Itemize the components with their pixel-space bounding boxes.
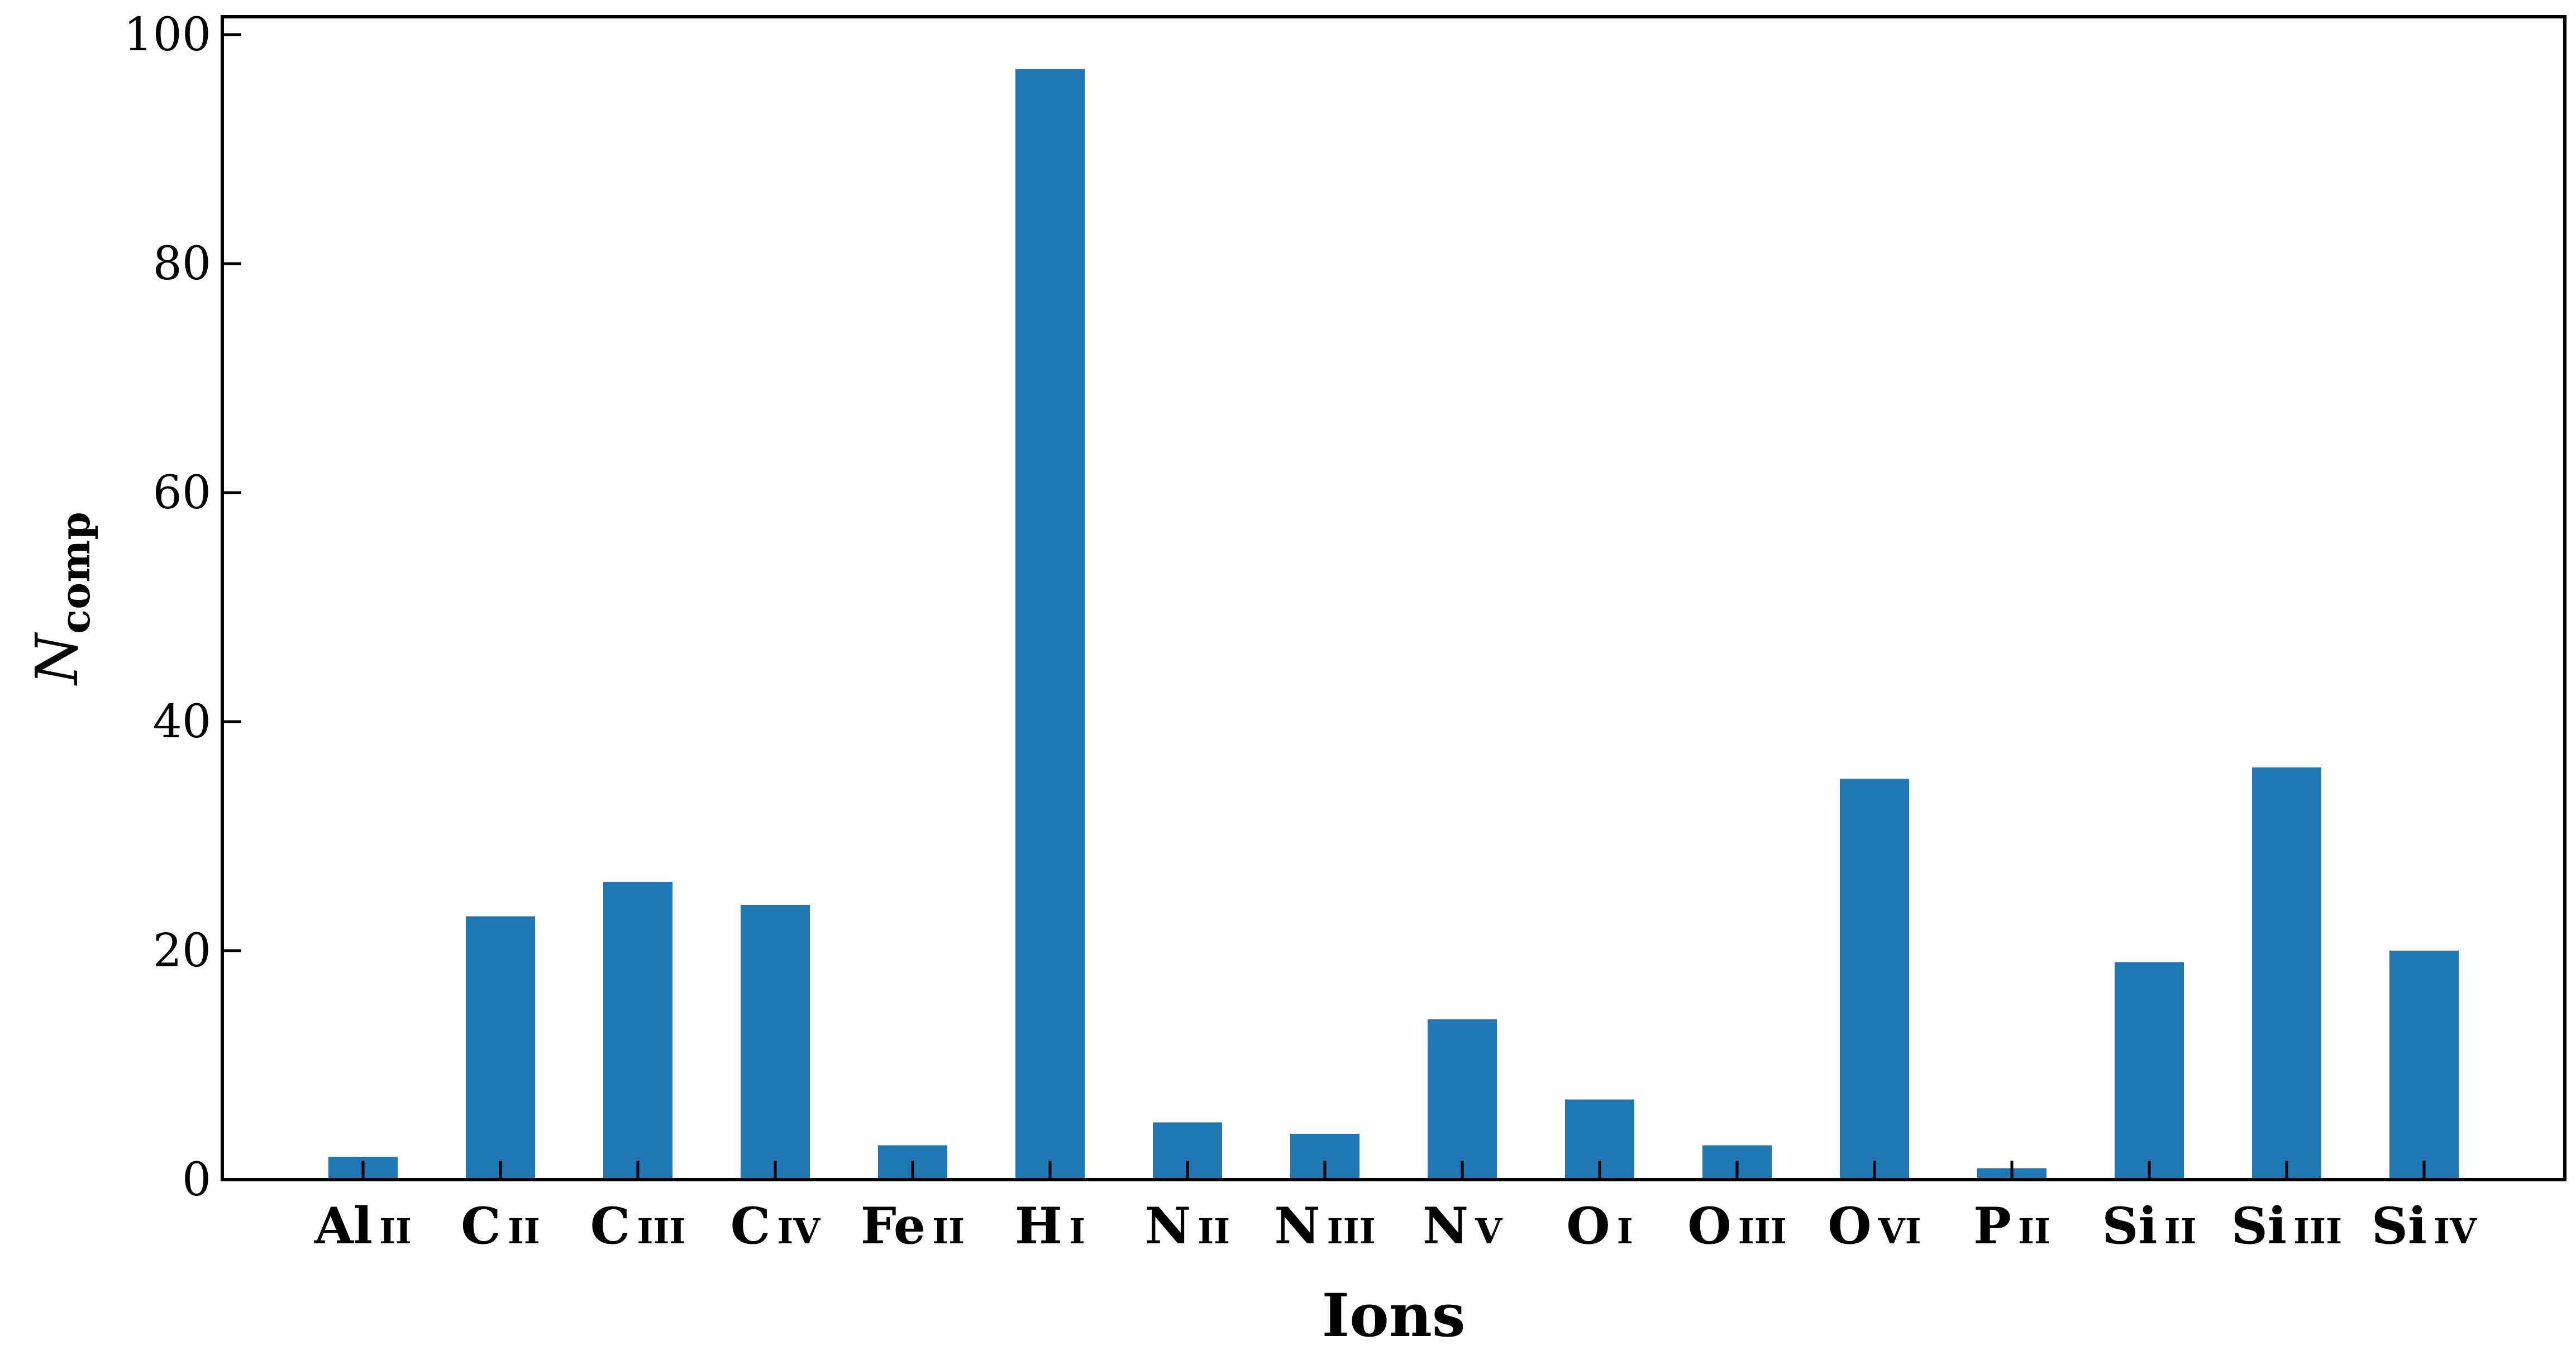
x-axis-ticks: Al II C II C III C IV Fe II H I N II N III N V O I O III O VI P I… [314, 1161, 2477, 1256]
ion-element: Al [314, 1196, 373, 1256]
ion-element: O [1566, 1196, 1610, 1256]
x-axis-label: Ions [1322, 1280, 1465, 1350]
ion-element: Si [2372, 1196, 2427, 1256]
bar-11 [1840, 779, 1909, 1180]
bar-8 [1428, 1019, 1497, 1180]
ion-element: N [1274, 1196, 1320, 1256]
y-axis-label-subscript: comp [51, 512, 99, 633]
x-tick-label: C IV [731, 1196, 821, 1256]
x-tick-label: C II [461, 1196, 540, 1256]
ion-element: C [461, 1196, 501, 1256]
bar-13 [2115, 962, 2184, 1180]
x-tick-label: N III [1274, 1196, 1375, 1256]
ion-state: I [1617, 1211, 1633, 1252]
y-axis-label-symbol: N [23, 632, 91, 686]
x-tick-label: Si III [2231, 1196, 2342, 1256]
ion-state: II [1198, 1211, 1230, 1252]
ion-state: II [2164, 1211, 2197, 1252]
x-tick-label: Fe II [861, 1196, 965, 1256]
x-tick-label: Al II [314, 1196, 412, 1256]
ion-element: H [1015, 1196, 1062, 1256]
ion-state: III [1327, 1211, 1376, 1252]
ion-element: C [590, 1196, 631, 1256]
bar-5 [1015, 69, 1085, 1180]
bar-1 [466, 916, 535, 1180]
bar-2 [603, 882, 672, 1180]
y-tick-label: 20 [153, 924, 211, 977]
ion-state: IV [2434, 1211, 2477, 1252]
bars-group [328, 69, 2459, 1180]
ion-state: II [2018, 1211, 2050, 1252]
y-tick-label: 40 [153, 695, 211, 748]
y-tick-label: 100 [123, 8, 211, 61]
ion-state: V [1475, 1211, 1502, 1252]
ion-element: P [1973, 1196, 2011, 1256]
bar-3 [741, 905, 810, 1180]
ion-state: II [932, 1211, 965, 1252]
ion-element: N [1145, 1196, 1191, 1256]
ion-element: Si [2102, 1196, 2157, 1256]
ion-state: II [379, 1211, 412, 1252]
plot-frame [221, 15, 2567, 1181]
ion-element: Si [2231, 1196, 2287, 1256]
ion-state: III [2293, 1211, 2342, 1252]
bar-15 [2389, 951, 2459, 1180]
x-tick-label: O VI [1828, 1196, 1921, 1256]
x-tick-label: C III [590, 1196, 686, 1256]
ion-state: I [1069, 1211, 1085, 1252]
y-tick-label: 80 [153, 237, 211, 290]
y-axis-label: Ncomp [23, 512, 99, 686]
ion-state: IV [777, 1211, 820, 1252]
x-tick-label: Si IV [2372, 1196, 2477, 1256]
ion-element: N [1423, 1196, 1468, 1256]
y-tick-label: 60 [153, 466, 211, 519]
ion-state: II [508, 1211, 540, 1252]
x-tick-label: O III [1687, 1196, 1786, 1256]
ion-element: Fe [861, 1196, 926, 1256]
bar-14 [2252, 767, 2321, 1180]
ion-element: O [1828, 1196, 1871, 1256]
ion-element: C [731, 1196, 771, 1256]
x-tick-label: P II [1973, 1196, 2050, 1256]
ion-element: O [1687, 1196, 1731, 1256]
ion-state: III [637, 1211, 685, 1252]
x-tick-label: N II [1145, 1196, 1230, 1256]
ion-state: VI [1878, 1211, 1921, 1252]
x-tick-label: Si II [2102, 1196, 2196, 1256]
y-axis-ticks: 0 20 40 60 80 100 [123, 8, 241, 1206]
y-tick-label: 0 [182, 1153, 211, 1206]
ion-state: III [1738, 1211, 1787, 1252]
